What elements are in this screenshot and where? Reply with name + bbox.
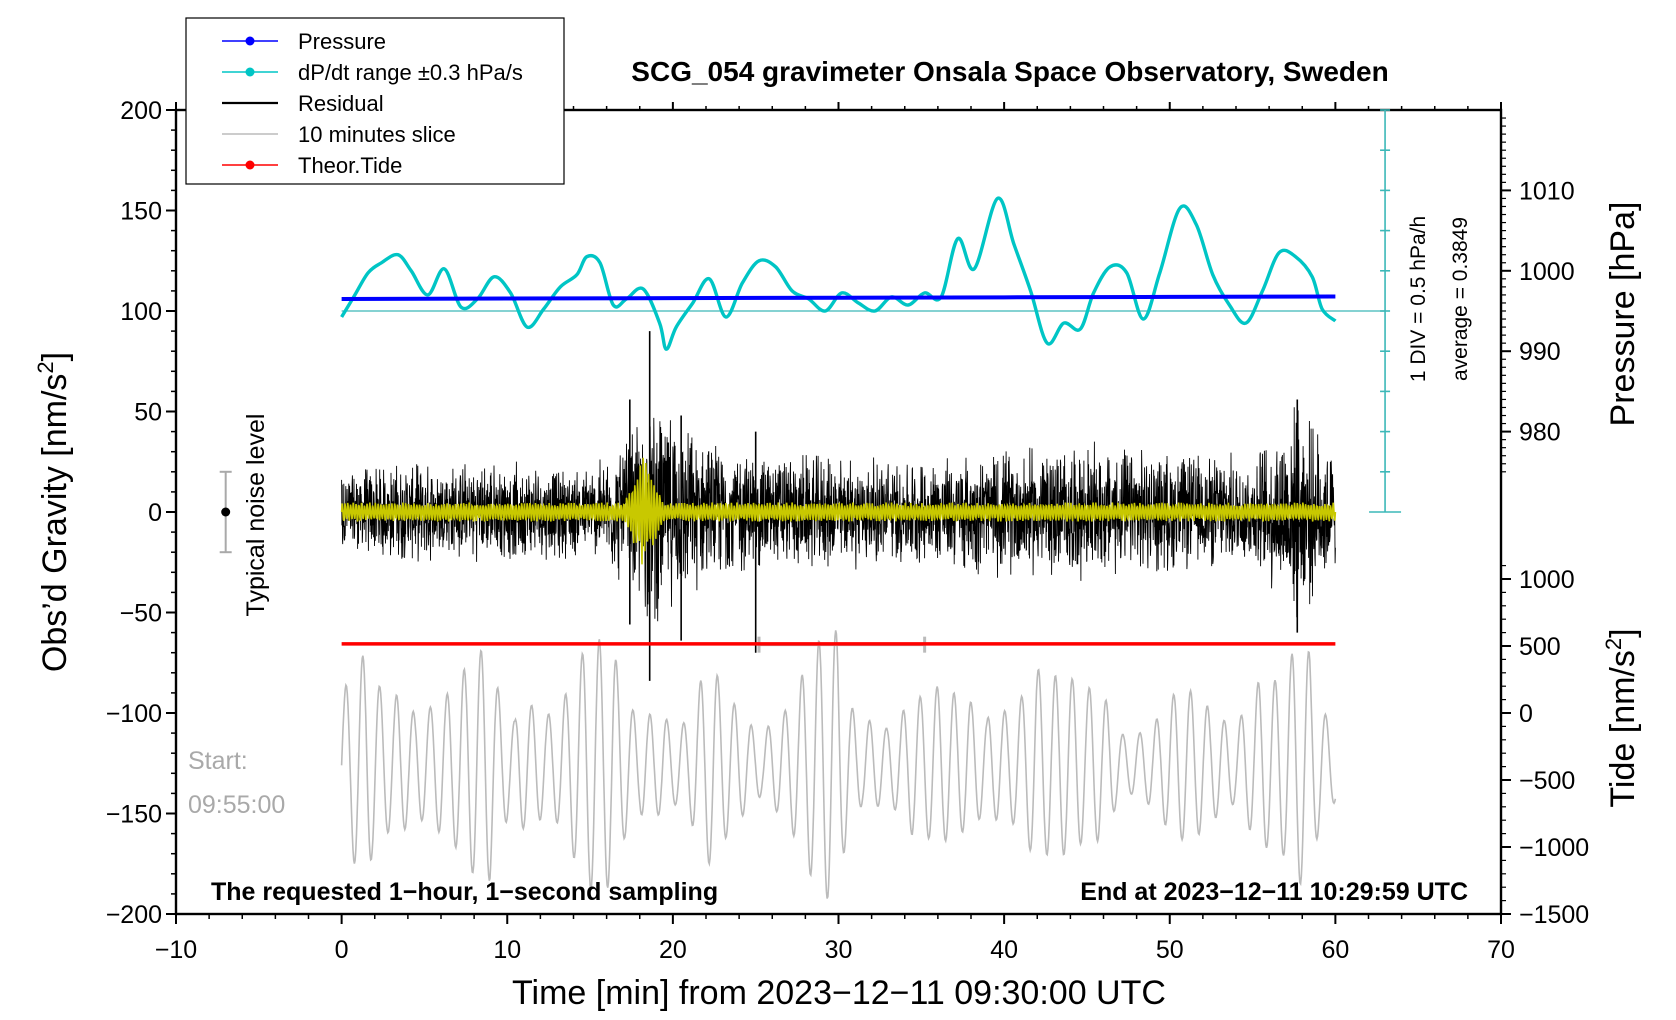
y-axis-title-left-main: Obs’d Gravity [nm/s — [36, 374, 74, 673]
pressure-tick-label: 1000 — [1519, 258, 1575, 286]
start-label: Start: — [188, 747, 248, 775]
y-tick-label: 150 — [120, 198, 162, 226]
x-tick-label: 10 — [493, 936, 521, 964]
chart-title: SCG_054 gravimeter Onsala Space Observat… — [631, 56, 1388, 87]
tide-tick-label: −1000 — [1519, 834, 1589, 862]
x-tick-label: −10 — [155, 936, 197, 964]
tide-tick-label: −500 — [1519, 767, 1575, 795]
legend-swatch-marker — [245, 36, 255, 46]
y-axis-title-left-end: ] — [36, 352, 74, 361]
legend-label: Theor.Tide — [298, 153, 402, 178]
pressure-line — [341, 294, 1336, 301]
pressure-scale-div-label: 1 DIV = 0.5 hPa/h — [1407, 216, 1430, 382]
y-tick-label: −150 — [106, 801, 162, 829]
y-tick-label: 50 — [134, 399, 162, 427]
y-tick-label: 100 — [120, 298, 162, 326]
tide-tick-label: 1000 — [1519, 566, 1575, 594]
pressure-tick-label: 1010 — [1519, 177, 1575, 205]
y-tick-label: −50 — [120, 600, 162, 628]
legend: Pressure dP/dt range ±0.3 hPa/s Residual 10… — [185, 17, 565, 185]
data-series — [219, 109, 1402, 899]
y-tick-label: −100 — [106, 700, 162, 728]
y-tick-label: 200 — [120, 97, 162, 125]
tide-tick-label: 500 — [1519, 633, 1561, 661]
start-time: 09:55:00 — [188, 791, 285, 819]
end-note: End at 2023−12−11 10:29:59 UTC — [1080, 878, 1468, 906]
y-tick-label: −200 — [106, 901, 162, 929]
pressure-scale-avg-label: average = 0.3849 — [1449, 217, 1472, 381]
x-tick-label: 60 — [1321, 936, 1349, 964]
legend-label: dP/dt range ±0.3 hPa/s — [298, 60, 523, 85]
tide-tick-label: 0 — [1519, 700, 1533, 728]
y-axis-title-left-sup: 2 — [33, 361, 58, 373]
legend-swatch-marker — [245, 67, 255, 77]
slice-trace-line — [340, 630, 1337, 899]
legend-entries: Pressure dP/dt range ±0.3 hPa/s Residual 10… — [222, 29, 523, 178]
tide-axis-title: Tide [nm/s2] — [1601, 628, 1642, 807]
filtered-residual-line — [340, 457, 1337, 565]
legend-label: Pressure — [298, 29, 386, 54]
tide-axis-title-end: ] — [1604, 628, 1642, 637]
tide-axis-title-main: Tide [nm/s — [1604, 650, 1642, 807]
requested-note: The requested 1−hour, 1−second sampling — [211, 878, 718, 906]
pressure-tick-label: 990 — [1519, 338, 1561, 366]
x-tick-label: 30 — [825, 936, 853, 964]
axis-tick-labels: −10 0 10 20 30 40 50 60 70200150100500−50−100−15… — [106, 97, 1590, 964]
noise-level-label: Typical noise level — [242, 414, 270, 617]
y-tick-label: 0 — [148, 499, 162, 527]
noise-level-dot — [221, 507, 231, 517]
legend-box — [185, 17, 565, 185]
tide-tick-label: −1500 — [1519, 901, 1589, 929]
x-tick-label: 20 — [659, 936, 687, 964]
x-tick-label: 70 — [1487, 936, 1515, 964]
legend-label: 10 minutes slice — [298, 122, 456, 147]
pressure-axis-title: Pressure [hPa] — [1604, 202, 1642, 427]
x-axis-title: Time [min] from 2023−12−11 09:30:00 UTC — [512, 974, 1166, 1012]
pressure-tick-label: 980 — [1519, 419, 1561, 447]
y-axis-title-left: Obs’d Gravity [nm/s2] — [33, 352, 74, 672]
tide-axis-title-sup: 2 — [1601, 638, 1626, 650]
x-tick-label: 40 — [990, 936, 1018, 964]
legend-label: Residual — [298, 91, 384, 116]
legend-swatch-marker — [245, 160, 255, 170]
x-tick-label: 0 — [335, 936, 349, 964]
x-tick-label: 50 — [1156, 936, 1184, 964]
dpdt-line — [340, 196, 1337, 351]
